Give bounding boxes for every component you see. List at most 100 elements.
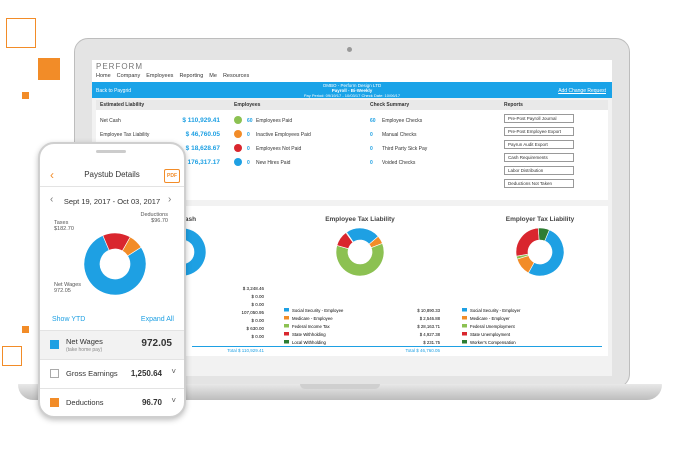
legend-swatch bbox=[284, 324, 289, 328]
next-period[interactable]: › bbox=[168, 194, 172, 205]
value-label: $ 0.00 bbox=[251, 294, 264, 299]
legend-label: Social Security - Employee bbox=[292, 308, 344, 313]
employee-count: 0 bbox=[247, 160, 250, 166]
pie-slice bbox=[335, 243, 385, 277]
chart-title: Employee Tax Liability bbox=[325, 216, 395, 223]
expand-all[interactable]: Expand All bbox=[140, 316, 174, 323]
report-button[interactable]: Payrun Audit Export bbox=[504, 140, 574, 149]
paystub-rows: Net Wages (take home pay) 972.05 Gross Earn… bbox=[40, 330, 184, 416]
back-link[interactable]: Back to Paygrid bbox=[96, 88, 132, 94]
legend-value: $ 28,163.71 bbox=[417, 324, 440, 329]
liability-label: Net Cash bbox=[100, 118, 121, 124]
show-ytd[interactable]: Show YTD bbox=[52, 316, 86, 323]
check-count: 0 bbox=[370, 132, 373, 138]
report-button[interactable]: Pre-Post Employee Export bbox=[504, 127, 574, 136]
legend-label: State Unemployment bbox=[470, 332, 511, 337]
total-rule bbox=[192, 346, 602, 347]
employee-count: 0 bbox=[247, 146, 250, 152]
legend-label: Social Security - Employer bbox=[470, 308, 521, 313]
legend-label: Federal Income Tax bbox=[292, 324, 331, 329]
report-button[interactable]: Deductions Not Taken bbox=[504, 179, 574, 188]
divider bbox=[40, 186, 184, 187]
slice-name: Deductions bbox=[140, 212, 168, 218]
top-bar bbox=[92, 60, 612, 82]
nav-item[interactable]: Me bbox=[209, 73, 217, 79]
legend-label: State Withholding bbox=[292, 332, 326, 337]
back-arrow[interactable]: ‹ bbox=[50, 168, 54, 182]
column-header: Employees bbox=[234, 102, 261, 108]
employee-label: New Hires Paid bbox=[256, 160, 291, 166]
liability-value: $ 176,317.17 bbox=[182, 159, 220, 166]
check-label: Employee Checks bbox=[382, 118, 423, 124]
legend-value: $ 2,546.88 bbox=[420, 316, 441, 321]
total-label: Total $ 110,929.41 bbox=[227, 348, 264, 353]
slice-name: Net Wages bbox=[54, 282, 81, 288]
legend-value: $ 4,927.38 bbox=[420, 332, 441, 337]
paystub-row: Net Wages (take home pay) 972.05 bbox=[40, 330, 184, 359]
camera bbox=[347, 47, 352, 52]
row-swatch bbox=[50, 398, 59, 407]
row-label: Gross Earnings bbox=[66, 369, 118, 378]
deco-square bbox=[22, 326, 29, 333]
slice-name: Taxes bbox=[54, 220, 69, 226]
nav: Home Company Employees Reporting Me Resources bbox=[96, 73, 249, 79]
nav-item[interactable]: Employees bbox=[146, 73, 174, 79]
laptop-notch bbox=[300, 384, 380, 389]
check-count: 0 bbox=[370, 160, 373, 166]
check-label: Voided Checks bbox=[382, 160, 416, 166]
pie-slice bbox=[515, 227, 540, 257]
legend-swatch bbox=[284, 332, 289, 336]
speaker bbox=[96, 150, 126, 153]
legend-value: $ 10,890.33 bbox=[417, 308, 440, 313]
nav-item[interactable]: Reporting bbox=[179, 73, 204, 79]
paystub-row[interactable]: Deductions 96.70 ˅ bbox=[40, 388, 184, 416]
prev-period[interactable]: ‹ bbox=[50, 194, 54, 205]
deco-square bbox=[22, 92, 29, 99]
employee-label: Employees Paid bbox=[256, 118, 293, 124]
legend-swatch bbox=[284, 316, 289, 320]
check-label: Manual Checks bbox=[382, 132, 417, 138]
row-label: Net Wages bbox=[66, 337, 103, 346]
total-label: Total $ 46,760.05 bbox=[405, 348, 440, 353]
legend-swatch bbox=[462, 308, 467, 312]
row-swatch bbox=[50, 340, 59, 349]
nav-item[interactable]: Company bbox=[116, 73, 141, 79]
employee-count: 0 bbox=[247, 132, 250, 138]
expand-chevron: ˅ bbox=[171, 396, 176, 405]
employee-label: Inactive Employees Paid bbox=[256, 132, 311, 138]
row-value: 972.05 bbox=[141, 338, 172, 349]
legend-swatch bbox=[462, 340, 467, 344]
column-header: Estimated Liability bbox=[100, 102, 145, 108]
check-label: Third Party Sick Pay bbox=[382, 146, 428, 152]
pie-slice bbox=[121, 236, 142, 257]
period: Pay Period: 09/19/17 - 10/03/17 Check Da… bbox=[303, 93, 401, 98]
nav-item[interactable]: Home bbox=[96, 73, 111, 79]
legend-swatch bbox=[462, 324, 467, 328]
report-button[interactable]: Pre-Post Payroll Journal bbox=[504, 114, 574, 123]
report-button[interactable]: Cash Requirements bbox=[504, 153, 574, 162]
legend-label: Worker's Compensation bbox=[470, 340, 516, 345]
legend-value: $ 231.75 bbox=[423, 340, 440, 345]
pie-slice bbox=[527, 229, 565, 277]
liability-value: $ 110,929.41 bbox=[182, 117, 220, 124]
paystub-row[interactable]: Gross Earnings 1,250.64 ˅ bbox=[40, 359, 184, 388]
summary-header bbox=[96, 100, 608, 110]
expand-chevron: ˅ bbox=[171, 367, 176, 376]
deco-square bbox=[2, 346, 22, 366]
pie-slice bbox=[345, 231, 354, 243]
legend-swatch bbox=[284, 340, 289, 344]
report-button[interactable]: Labor Distribution bbox=[504, 166, 574, 175]
value-label: $ 0.00 bbox=[251, 334, 264, 339]
change-request[interactable]: Add Change Request bbox=[558, 88, 606, 94]
legend-label: Federal Unemployment bbox=[470, 324, 515, 329]
status-icon bbox=[234, 158, 242, 166]
liability-value: $ 46,760.05 bbox=[185, 131, 220, 138]
nav-item[interactable]: Resources bbox=[222, 73, 250, 79]
pay-period: Sept 19, 2017 - Oct 03, 2017 bbox=[63, 197, 161, 206]
value-label: $ 630.00 bbox=[246, 326, 264, 331]
employee-label: Employees Not Paid bbox=[256, 146, 302, 152]
chart-title: Employer Tax Liability bbox=[506, 216, 575, 223]
value-label: $ 0.00 bbox=[251, 302, 264, 307]
legend-swatch bbox=[462, 332, 467, 336]
pdf-button[interactable]: PDF bbox=[164, 169, 180, 183]
